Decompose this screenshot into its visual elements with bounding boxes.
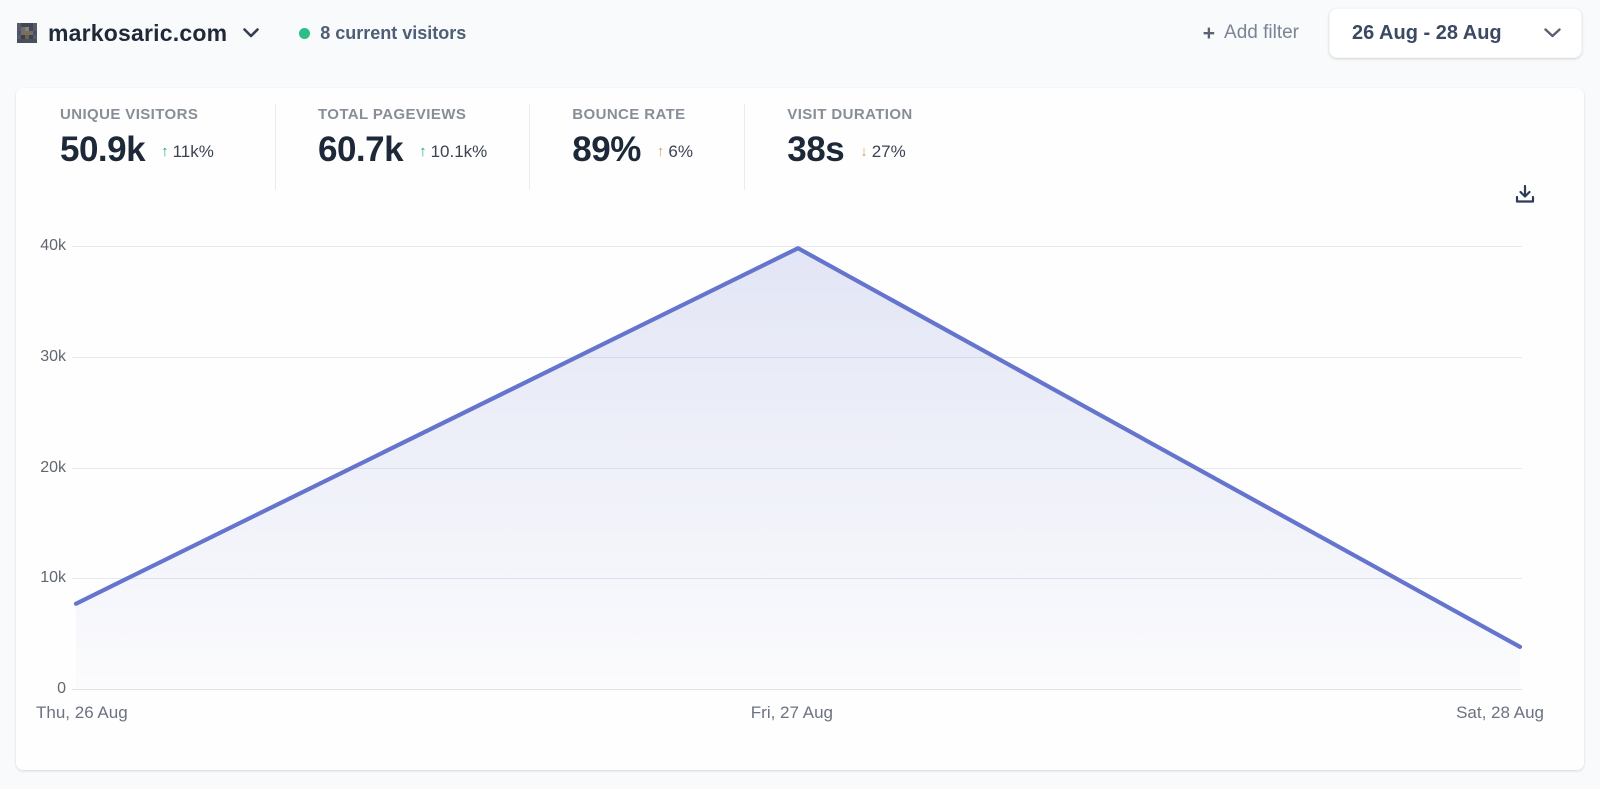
date-range-text: 26 Aug - 28 Aug	[1352, 21, 1502, 44]
x-tick-label: Thu, 26 Aug	[36, 703, 128, 722]
x-tick-label: Fri, 27 Aug	[750, 703, 833, 722]
live-dot-icon	[299, 27, 311, 39]
chart-line	[76, 248, 1520, 647]
date-range-picker[interactable]: 26 Aug - 28 Aug	[1329, 8, 1582, 58]
topbar: markosaric.com 8 current visitors + Add …	[0, 0, 1600, 66]
trend-arrow-icon: ↑	[656, 143, 665, 160]
stat-change: 11k%	[172, 141, 214, 161]
chart-area-fill	[76, 248, 1520, 689]
chart-plot	[76, 246, 1520, 689]
y-tick-label: 10k	[40, 569, 66, 587]
stat-bounce-rate[interactable]: BOUNCE RATE 89% ↑ 6%	[529, 104, 744, 190]
stat-total-pageviews[interactable]: TOTAL PAGEVIEWS 60.7k ↑ 10.1k%	[275, 104, 529, 190]
site-name: markosaric.com	[48, 19, 228, 46]
stat-value: 60.7k	[318, 130, 404, 169]
stat-unique-visitors[interactable]: UNIQUE VISITORS 50.9k ↑ 11k%	[60, 104, 275, 190]
download-icon	[1515, 184, 1535, 203]
current-visitors[interactable]: 8 current visitors	[299, 23, 466, 44]
stat-change: 27%	[871, 141, 906, 161]
x-axis-labels: Thu, 26 Aug Fri, 27 Aug Sat, 28 Aug	[36, 703, 1544, 723]
site-selector[interactable]: markosaric.com	[17, 19, 260, 47]
add-filter-button[interactable]: + Add filter	[1203, 22, 1299, 44]
stat-label: VISIT DURATION	[787, 106, 913, 123]
visitors-chart[interactable]: 0 10k 20k 30k 40k Thu, 26 Aug Fri, 27 Aug Sat,…	[36, 216, 1564, 741]
stat-change: 6%	[668, 141, 693, 161]
stats-row: UNIQUE VISITORS 50.9k ↑ 11k% TOTAL PAGEV…	[60, 104, 1564, 190]
download-button[interactable]	[1512, 182, 1538, 208]
plus-icon: +	[1202, 21, 1216, 45]
stat-visit-duration[interactable]: VISIT DURATION 38s ↓ 27%	[744, 104, 959, 190]
y-tick-label: 30k	[40, 347, 66, 365]
stat-change: 10.1k%	[430, 141, 488, 161]
trend-arrow-icon: ↓	[860, 143, 868, 160]
x-tick-label: Sat, 28 Aug	[1456, 703, 1544, 722]
site-favicon-icon	[17, 23, 37, 43]
stat-label: UNIQUE VISITORS	[60, 106, 199, 123]
trend-arrow-icon: ↑	[419, 143, 427, 160]
gridline	[72, 689, 1522, 690]
stat-value: 38s	[787, 130, 845, 169]
trend-arrow-icon: ↑	[161, 143, 169, 160]
chevron-down-icon	[243, 28, 260, 38]
y-tick-label: 40k	[40, 237, 66, 254]
y-tick-label: 20k	[40, 458, 66, 476]
y-tick-label: 0	[57, 680, 66, 697]
chevron-down-icon	[1544, 28, 1561, 38]
main-card: UNIQUE VISITORS 50.9k ↑ 11k% TOTAL PAGEV…	[16, 88, 1584, 770]
stat-value: 50.9k	[60, 130, 146, 169]
current-visitors-label: 8 current visitors	[320, 22, 467, 43]
stat-value: 89%	[572, 130, 641, 169]
stat-label: BOUNCE RATE	[572, 106, 686, 123]
stat-label: TOTAL PAGEVIEWS	[318, 106, 467, 123]
add-filter-label: Add filter	[1224, 22, 1299, 43]
